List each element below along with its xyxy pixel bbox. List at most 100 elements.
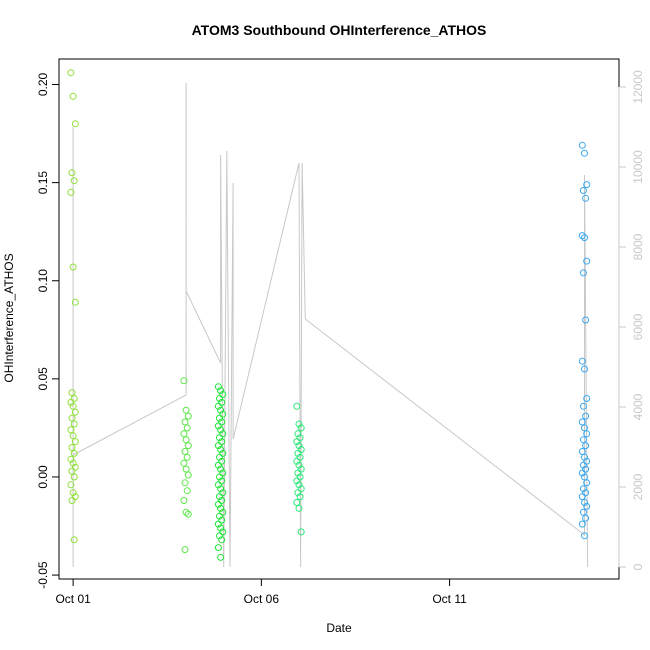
data-point <box>181 479 189 487</box>
data-point <box>67 398 75 406</box>
data-points-layer <box>67 69 591 561</box>
data-point <box>67 426 75 434</box>
data-point <box>214 520 222 528</box>
data-point <box>295 504 303 512</box>
data-point <box>214 500 222 508</box>
data-point <box>214 461 222 469</box>
data-point <box>216 512 223 520</box>
data-point <box>293 438 301 446</box>
data-point <box>214 544 222 552</box>
data-point <box>294 469 302 477</box>
data-point <box>216 453 223 461</box>
y2-tick-label-2000: 2000 <box>631 473 645 500</box>
data-point <box>583 395 591 402</box>
data-point <box>293 402 301 410</box>
data-point <box>581 424 588 432</box>
data-point <box>69 432 77 440</box>
data-point <box>70 420 78 428</box>
data-point <box>69 459 77 467</box>
data-point <box>581 453 588 461</box>
data-point <box>579 402 587 410</box>
data-point <box>217 553 225 561</box>
data-point <box>180 497 188 504</box>
data-point <box>581 365 588 373</box>
data-point <box>294 489 302 497</box>
data-point <box>70 395 78 402</box>
data-point <box>182 436 190 444</box>
data-point <box>216 434 223 442</box>
data-point <box>581 532 588 540</box>
data-point <box>214 383 222 391</box>
y2-tick-label-12000: 12000 <box>631 70 645 104</box>
data-point <box>578 493 586 501</box>
data-point <box>214 402 222 410</box>
y-tick-label-0-00: 0.00 <box>36 465 50 489</box>
altitude-line-layer <box>72 83 589 568</box>
data-point <box>296 493 304 501</box>
data-point <box>216 532 223 540</box>
data-point <box>182 406 190 414</box>
data-point <box>579 436 587 444</box>
y-tick-label-0-20: 0.20 <box>36 73 50 97</box>
data-point <box>69 489 77 497</box>
data-point <box>67 455 75 463</box>
data-point <box>69 92 77 100</box>
data-point <box>578 232 586 240</box>
axes-layer: Oct 01 Oct 06 Oct 11 -0.05 0.00 0.05 0.10 0.15 0… <box>36 70 645 606</box>
data-point <box>293 457 301 465</box>
data-point <box>67 188 75 196</box>
data-point <box>582 442 590 450</box>
data-point <box>217 485 225 493</box>
data-point <box>183 453 191 461</box>
data-point <box>581 234 588 242</box>
data-point <box>578 418 586 426</box>
data-point <box>182 508 190 516</box>
data-point <box>71 438 79 446</box>
data-point <box>182 465 190 473</box>
chart-title: ATOM3 Southbound OHInterference_ATHOS <box>192 22 487 38</box>
data-point <box>184 412 192 420</box>
data-point <box>295 461 303 469</box>
data-point <box>183 487 191 495</box>
data-point <box>70 177 78 185</box>
data-point <box>216 395 223 402</box>
data-point <box>180 459 188 467</box>
x-tick-label-oct-01: Oct 01 <box>55 592 91 606</box>
y-tick-label--0-05: -0.05 <box>36 561 50 589</box>
data-point <box>181 448 189 455</box>
y-tick-label-0-05: 0.05 <box>36 367 50 391</box>
data-point <box>181 418 189 426</box>
data-point <box>67 481 75 489</box>
data-point <box>582 412 590 420</box>
data-point <box>214 481 222 489</box>
data-point <box>184 471 192 479</box>
x-axis-label: Date <box>326 621 352 635</box>
data-point <box>217 504 225 512</box>
altitude-line <box>72 83 589 568</box>
data-point <box>218 536 226 544</box>
y-tick-label-0-15: 0.15 <box>36 171 50 195</box>
y2-tick-label-4000: 4000 <box>631 393 645 420</box>
data-point <box>583 502 591 510</box>
data-point <box>68 467 76 475</box>
data-point <box>183 424 191 432</box>
y-axis-label: OHInterference_ATHOS <box>2 253 16 382</box>
data-point <box>70 536 78 544</box>
data-point <box>181 546 189 554</box>
data-point <box>293 499 301 506</box>
data-point <box>295 420 303 428</box>
data-point <box>216 473 223 481</box>
data-point <box>579 269 587 277</box>
data-point <box>69 263 77 271</box>
data-point <box>578 520 586 528</box>
data-point <box>579 187 587 194</box>
data-point <box>70 473 78 481</box>
data-point <box>583 257 591 265</box>
data-point <box>217 465 225 473</box>
data-point <box>217 406 225 414</box>
data-point <box>216 414 223 422</box>
data-point <box>579 508 587 516</box>
data-point <box>69 402 77 410</box>
